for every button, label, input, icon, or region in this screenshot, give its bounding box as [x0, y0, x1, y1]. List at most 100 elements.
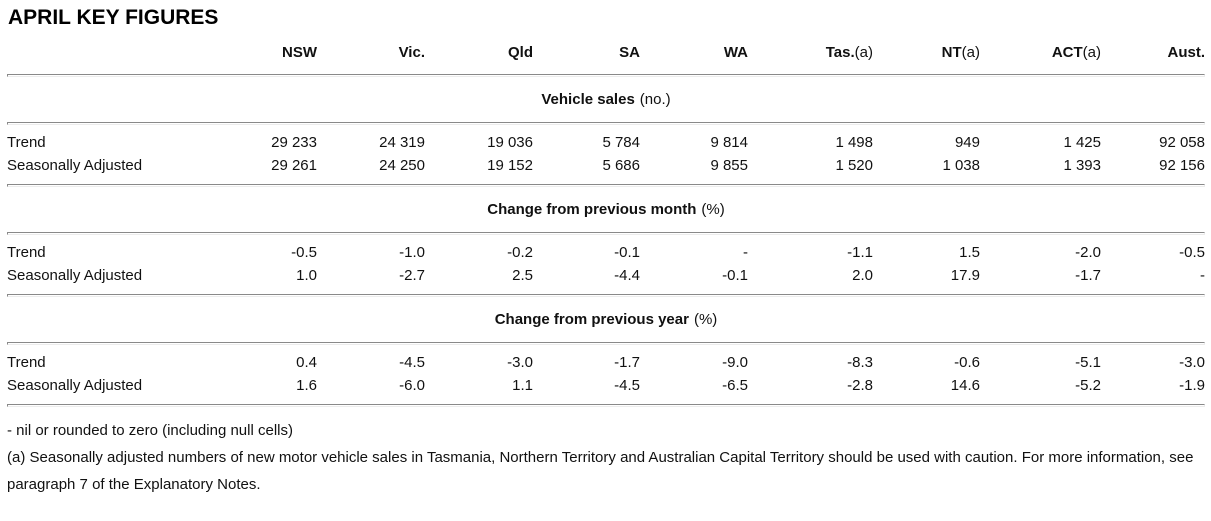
- page-title: APRIL KEY FIGURES: [8, 6, 219, 29]
- cell-value: -1.0: [399, 244, 425, 261]
- cell-value: -4.5: [614, 377, 640, 394]
- cell-value: -: [743, 244, 748, 261]
- cell-value: 29 233: [271, 134, 317, 151]
- column-header-act: ACT(a): [980, 44, 1101, 74]
- cell-value: 9 814: [710, 134, 748, 151]
- cell-value: -5.2: [1075, 377, 1101, 394]
- cell-value: 1 498: [835, 134, 873, 151]
- table-row-seasonally-adjusted: Seasonally Adjusted 29 261 24 250 19 152…: [7, 154, 1205, 177]
- row-label: Seasonally Adjusted: [7, 157, 143, 174]
- divider-cell: [7, 232, 1205, 235]
- cell-value: -0.1: [614, 244, 640, 261]
- cell-value: -0.5: [291, 244, 317, 261]
- cell-value: 5 686: [602, 157, 640, 174]
- cell-value: 1.5: [959, 244, 980, 261]
- cell-value: -0.1: [722, 267, 748, 284]
- cell-value: -0.5: [1179, 244, 1205, 261]
- section-title-row-vehicle-sales: Vehicle sales (no.): [7, 77, 1205, 122]
- column-header-nt: NT(a): [873, 44, 980, 74]
- section-title-cell: Vehicle sales (no.): [7, 77, 1205, 122]
- cell-value: 1 038: [942, 157, 980, 174]
- divider: [7, 342, 1205, 345]
- section-unit: (%): [701, 201, 725, 218]
- cell-value: 29 261: [271, 157, 317, 174]
- divider: [7, 184, 1205, 187]
- cell-value: 5 784: [602, 134, 640, 151]
- cell-value: -1.9: [1179, 377, 1205, 394]
- table-row-seasonally-adjusted: Seasonally Adjusted 1.0 -2.7 2.5 -4.4 -0…: [7, 264, 1205, 287]
- divider-row: [7, 232, 1205, 235]
- row-label: Seasonally Adjusted: [7, 267, 143, 284]
- cell-value: -0.6: [954, 354, 980, 371]
- cell-value: 1.6: [296, 377, 317, 394]
- section-unit: (no.): [639, 91, 671, 108]
- section-title: Vehicle sales: [541, 91, 635, 108]
- cell-value: -0.2: [507, 244, 533, 261]
- column-header-nsw: NSW: [207, 44, 317, 74]
- divider-row: [7, 397, 1205, 407]
- cell-value: -9.0: [722, 354, 748, 371]
- column-header-sa: SA: [533, 44, 640, 74]
- cell-value: -4.4: [614, 267, 640, 284]
- section-unit: (%): [693, 311, 718, 328]
- cell-value: 92 058: [1159, 134, 1205, 151]
- column-header-label: Aust.: [1167, 44, 1206, 61]
- divider-row: [7, 287, 1205, 297]
- section-title-row-change-year: Change from previous year (%): [7, 297, 1205, 342]
- footnotes: - nil or rounded to zero (including null…: [7, 417, 1204, 498]
- column-header-wa: WA: [640, 44, 748, 74]
- key-figures-table: NSW Vic. Qld SA WA Tas.(a) NT(a) ACT(a) …: [7, 44, 1205, 407]
- divider-row: [7, 74, 1205, 77]
- row-label: Trend: [7, 134, 46, 151]
- cell-value: 1 425: [1063, 134, 1101, 151]
- column-header-label: ACT: [1051, 44, 1083, 61]
- column-header-label: NT: [941, 44, 962, 61]
- divider: [7, 122, 1205, 125]
- cell-value: 19 152: [487, 157, 533, 174]
- cell-value: 14.6: [950, 377, 980, 394]
- cell-value: 0.4: [296, 354, 317, 371]
- section-title-row-change-month: Change from previous month (%): [7, 187, 1205, 232]
- cell-value: 2.0: [852, 267, 873, 284]
- cell-value: 2.5: [512, 267, 533, 284]
- divider-cell: [7, 122, 1205, 125]
- cell-value: -2.7: [399, 267, 425, 284]
- section-title-cell: Change from previous month (%): [7, 187, 1205, 232]
- cell-value: -5.1: [1075, 354, 1101, 371]
- cell-value: -: [1200, 267, 1205, 284]
- row-label: Trend: [7, 354, 46, 371]
- cell-value: 9 855: [710, 157, 748, 174]
- cell-value: -1.1: [847, 244, 873, 261]
- divider: [7, 294, 1205, 297]
- cell-value: 1.1: [512, 377, 533, 394]
- row-label: Seasonally Adjusted: [7, 377, 143, 394]
- column-header-tas: Tas.(a): [748, 44, 873, 74]
- column-header-note: (a): [961, 44, 980, 61]
- divider-cell: [7, 177, 1205, 187]
- cell-value: 949: [954, 134, 980, 151]
- divider: [7, 232, 1205, 235]
- section-title: Change from previous year: [494, 311, 689, 328]
- divider-cell: [7, 397, 1205, 407]
- divider-cell: [7, 342, 1205, 345]
- cell-value: 19 036: [487, 134, 533, 151]
- column-header-vic: Vic.: [317, 44, 425, 74]
- column-header-label: SA: [619, 44, 640, 61]
- cell-value: -6.0: [399, 377, 425, 394]
- footnote-a: (a) Seasonally adjusted numbers of new m…: [7, 449, 1194, 493]
- divider-row: [7, 122, 1205, 125]
- table-row-trend: Trend 0.4 -4.5 -3.0 -1.7 -9.0 -8.3 -0.6 …: [7, 345, 1205, 374]
- divider-cell: [7, 287, 1205, 297]
- cell-value: 92 156: [1159, 157, 1205, 174]
- column-header-row: NSW Vic. Qld SA WA Tas.(a) NT(a) ACT(a) …: [7, 44, 1205, 74]
- cell-value: -1.7: [614, 354, 640, 371]
- cell-value: -1.7: [1075, 267, 1101, 284]
- table-row-trend: Trend 29 233 24 319 19 036 5 784 9 814 1…: [7, 125, 1205, 154]
- cell-value: -2.8: [847, 377, 873, 394]
- column-header-label: Qld: [508, 44, 533, 61]
- cell-value: -2.0: [1075, 244, 1101, 261]
- cell-value: 24 319: [379, 134, 425, 151]
- cell-value: 1.0: [296, 267, 317, 284]
- table-row-trend: Trend -0.5 -1.0 -0.2 -0.1 - -1.1 1.5 -2.…: [7, 235, 1205, 264]
- column-header-label: WA: [723, 44, 748, 61]
